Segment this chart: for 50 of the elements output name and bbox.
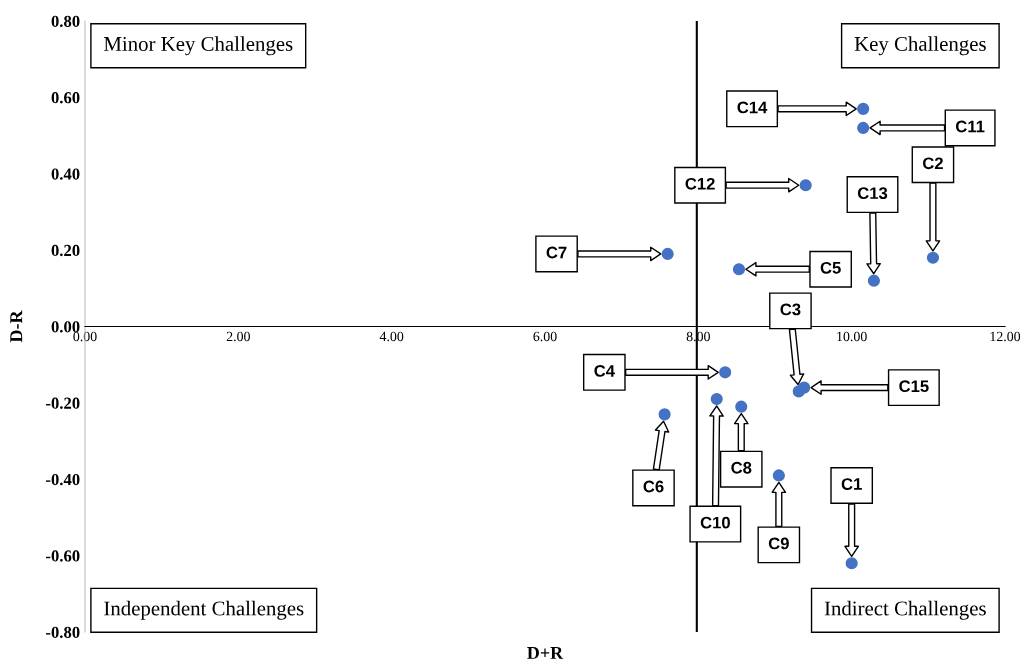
x-tick-label: 6.00 <box>533 331 557 342</box>
y-axis-title: D-R <box>10 310 23 343</box>
point <box>798 381 811 394</box>
point <box>845 557 858 570</box>
annotation: C6 <box>643 480 664 493</box>
point <box>772 469 785 482</box>
annotation: C3 <box>780 303 801 316</box>
x-axis-title: D+R <box>527 647 564 659</box>
annotation: C2 <box>922 157 943 170</box>
x-tick-label: 10.00 <box>837 331 867 342</box>
annotation: Key Challenges <box>854 36 986 56</box>
annotation: C5 <box>820 261 841 274</box>
point <box>732 263 746 276</box>
point <box>857 121 870 134</box>
y-tick-label: 0.00 <box>51 321 80 333</box>
annotation: C11 <box>955 120 985 133</box>
annotation: Independent Challenges <box>104 600 304 620</box>
y-tick-label: 0.60 <box>51 92 80 104</box>
annotation: C1 <box>841 478 862 490</box>
y-tick-label: 0.20 <box>51 244 80 257</box>
y-tick-label: 0.40 <box>51 168 80 180</box>
annotation: C4 <box>594 365 615 377</box>
annotation: Indirect Challenges <box>824 600 986 620</box>
annotation: C10 <box>700 516 730 529</box>
point <box>799 179 812 192</box>
y-tick-label: 0.80 <box>51 15 80 28</box>
annotation: C13 <box>857 187 888 200</box>
annotation: C8 <box>731 461 752 474</box>
y-tick-label: -0.40 <box>46 473 80 486</box>
point <box>857 102 870 115</box>
x-tick-label: 12.00 <box>990 331 1021 342</box>
point <box>658 408 671 421</box>
x-tick-label: 0.00 <box>73 331 97 342</box>
point <box>926 251 940 264</box>
point <box>719 366 732 379</box>
point <box>735 400 748 413</box>
y-tick-label: -0.80 <box>46 626 80 639</box>
point <box>710 392 723 406</box>
annotation: C9 <box>768 537 789 550</box>
annotation: C12 <box>685 177 715 190</box>
annotation: C14 <box>737 101 768 114</box>
annotation: Minor Key Challenges <box>104 36 293 56</box>
annotation: C7 <box>546 246 567 259</box>
y-tick-label: -0.60 <box>46 550 80 562</box>
point <box>867 274 880 287</box>
x-tick-label: 2.00 <box>226 331 250 342</box>
y-tick-label: -0.20 <box>46 397 80 409</box>
x-tick-label: 4.00 <box>379 331 404 342</box>
annotation: C15 <box>899 380 929 393</box>
point <box>661 247 674 261</box>
